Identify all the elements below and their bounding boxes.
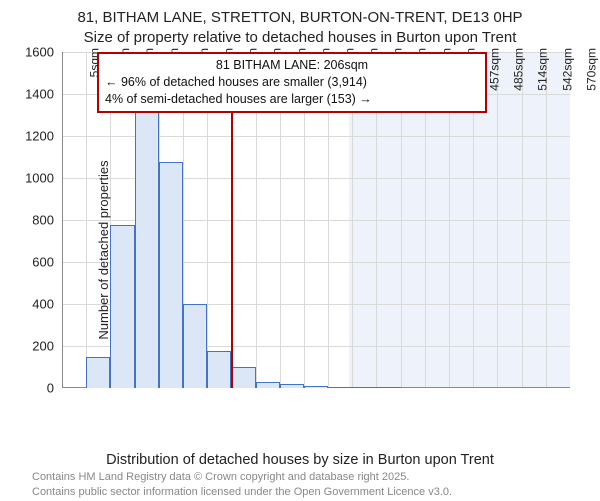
histogram-bar[interactable]: [86, 357, 110, 389]
annotation-title: 81 BITHAM LANE: 206sqm: [105, 57, 479, 74]
y-axis-label: Number of detached properties: [96, 160, 111, 339]
histogram-bar[interactable]: [328, 387, 352, 388]
x-axis-title: Distribution of detached houses by size …: [0, 452, 600, 468]
footer-line1: Contains HM Land Registry data © Crown c…: [32, 470, 452, 485]
histogram-bar[interactable]: [159, 162, 183, 388]
y-axis-tick-label: 200: [4, 339, 54, 354]
y-axis-tick-label: 1000: [4, 171, 54, 186]
gridline-vertical: [86, 52, 87, 388]
y-axis-tick-label: 800: [4, 213, 54, 228]
x-axis-tick-label: 542sqm: [560, 48, 574, 91]
footer-line2: Contains public sector information licen…: [32, 485, 452, 500]
y-axis-tick-label: 1200: [4, 129, 54, 144]
x-axis-tick-label: 514sqm: [536, 48, 550, 91]
plot-area: 81 BITHAM LANE: 206sqm ← 96% of detached…: [62, 52, 570, 388]
x-axis-tick-label: 457sqm: [488, 48, 502, 91]
y-axis-tick-label: 0: [4, 381, 54, 396]
histogram-bar[interactable]: [207, 351, 231, 388]
gridline-vertical: [522, 52, 523, 388]
histogram-bar[interactable]: [231, 367, 255, 388]
histogram-bar[interactable]: [183, 304, 207, 388]
annotation-box: 81 BITHAM LANE: 206sqm ← 96% of detached…: [97, 52, 487, 113]
x-axis-tick-label: 485sqm: [512, 48, 526, 91]
histogram-bar[interactable]: [376, 387, 400, 388]
gridline-vertical: [497, 52, 498, 388]
y-axis-tick-label: 1400: [4, 87, 54, 102]
annotation-smaller-text: ← 96% of detached houses are smaller (3,…: [105, 74, 479, 91]
chart-subtitle: Size of property relative to detached ho…: [0, 28, 600, 48]
histogram-bar[interactable]: [304, 386, 328, 388]
histogram-chart: 81, BITHAM LANE, STRETTON, BURTON-ON-TRE…: [0, 0, 600, 500]
annotation-larger-text: 4% of semi-detached houses are larger (1…: [105, 91, 479, 108]
histogram-bar[interactable]: [110, 225, 134, 388]
histogram-bar[interactable]: [352, 387, 376, 388]
y-axis-tick-label: 400: [4, 297, 54, 312]
gridline-vertical: [546, 52, 547, 388]
chart-title: 81, BITHAM LANE, STRETTON, BURTON-ON-TRE…: [0, 8, 600, 28]
histogram-bar[interactable]: [135, 109, 159, 388]
histogram-bar[interactable]: [280, 384, 304, 388]
y-axis-tick-label: 1600: [4, 45, 54, 60]
x-axis-tick-label: 570sqm: [585, 48, 599, 91]
y-axis-tick-label: 600: [4, 255, 54, 270]
histogram-bar[interactable]: [256, 382, 280, 388]
y-axis-line: [62, 52, 63, 388]
